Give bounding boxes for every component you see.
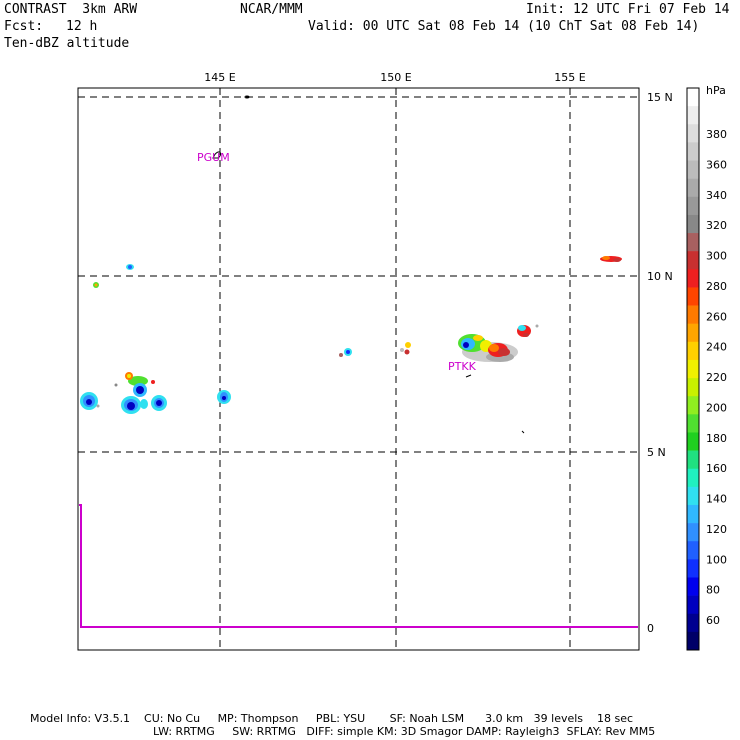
colorbar-swatch [687, 378, 699, 397]
colorbar [686, 87, 700, 651]
colorbar-swatch [687, 323, 699, 343]
colorbar-swatch [687, 160, 699, 179]
model-info-line2: LW: RRTMG SW: RRTMG DIFF: simple KM: 3D … [153, 725, 656, 738]
colorbar-swatch [687, 541, 699, 560]
colorbar-label: 320 [706, 219, 727, 232]
colorbar-swatch [687, 577, 699, 596]
echo-cell [121, 396, 141, 414]
echo-cell [151, 395, 167, 411]
echo-cell [339, 348, 352, 357]
colorbar-swatch [687, 214, 699, 234]
island-south [521, 430, 525, 434]
echo-cell [517, 324, 539, 337]
colorbar-swatch [687, 287, 699, 306]
model-title: CONTRAST 3km ARW [4, 2, 138, 17]
colorbar-swatch [687, 359, 699, 379]
init-time: Init: 12 UTC Fri 07 Feb 14 [526, 2, 730, 17]
echo-cell [400, 342, 411, 355]
echo-cells [80, 256, 622, 414]
guam-coast [212, 151, 222, 159]
colorbar-swatch [687, 486, 699, 506]
center-name: NCAR/MMM [240, 2, 303, 17]
colorbar-swatch [687, 631, 699, 651]
colorbar-swatch [687, 178, 699, 198]
forecast-label: Fcst: [4, 19, 44, 34]
colorbar-swatch [687, 305, 699, 324]
colorbar-swatch [687, 432, 699, 451]
colorbar-swatch [687, 559, 699, 578]
echo-cell [600, 256, 622, 262]
coastlines [212, 95, 525, 434]
station-pgum: PGUM [197, 151, 230, 164]
colorbar-label: 300 [706, 250, 727, 263]
colorbar-swatch [687, 124, 699, 143]
domain-boundary-line [79, 504, 638, 628]
lon-label-145: 145 E [204, 71, 235, 84]
lat-label-10: 10 N [647, 270, 673, 283]
model-info-line1: Model Info: V3.5.1 CU: No Cu MP: Thompso… [30, 712, 634, 725]
echo-cell [80, 392, 98, 410]
colorbar-swatch [687, 450, 699, 470]
colorbar-label: 280 [706, 280, 727, 293]
colorbar-label: 240 [706, 341, 727, 354]
echo-cell [96, 380, 155, 409]
colorbar-label: 60 [706, 614, 720, 627]
colorbar-swatch [687, 613, 699, 633]
colorbar-label: 180 [706, 432, 727, 445]
colorbar-swatch [687, 396, 699, 415]
graticule [78, 88, 639, 650]
valid-time: Valid: 00 UTC Sat 08 Feb 14 (10 ChT Sat … [308, 19, 700, 34]
plot-frame [77, 87, 640, 651]
echo-cell [217, 390, 231, 404]
colorbar-label: 340 [706, 189, 727, 202]
colorbar-swatch [687, 106, 699, 125]
lat-label-0: 0 [647, 622, 654, 635]
colorbar-swatch [687, 414, 699, 433]
echo-cell [93, 264, 134, 288]
lon-label-155: 155 E [554, 71, 585, 84]
colorbar-swatch [687, 233, 699, 252]
lon-label-150: 150 E [380, 71, 411, 84]
colorbar-swatch [687, 341, 699, 361]
colorbar-swatch [687, 88, 699, 107]
colorbar-label: 200 [706, 401, 727, 414]
station-ptkk: PTKK [448, 360, 477, 373]
colorbar-swatch [687, 269, 699, 288]
colorbar-swatch [687, 504, 699, 524]
chuuk-coast [465, 374, 472, 378]
colorbar-swatch [687, 251, 699, 270]
colorbar-label: 160 [706, 462, 727, 475]
island-north [244, 95, 250, 99]
field-name: Ten-dBZ altitude [4, 36, 130, 51]
lat-label-15: 15 N [647, 91, 673, 104]
forecast-hour: 12 h [66, 19, 98, 34]
colorbar-swatch [687, 468, 699, 488]
colorbar-label: 120 [706, 523, 727, 536]
colorbar-label: 80 [706, 584, 720, 597]
colorbar-labels: 380 360 340 320 300 280 260 240 220 200 180 160 140 1… [706, 128, 727, 627]
colorbar-frame [686, 87, 700, 651]
colorbar-label: 100 [706, 553, 727, 566]
colorbar-label: 140 [706, 493, 727, 506]
colorbar-swatch [687, 196, 699, 216]
colorbar-swatch [687, 595, 699, 615]
lat-label-5: 5 N [647, 446, 666, 459]
colorbar-label: 260 [706, 310, 727, 323]
echo-cell [458, 334, 518, 362]
colorbar-label: 220 [706, 371, 727, 384]
colorbar-swatch [687, 142, 699, 161]
colorbar-label: 360 [706, 158, 727, 171]
colorbar-unit: hPa [706, 84, 726, 97]
colorbar-swatch [687, 523, 699, 542]
echo-cell [125, 372, 148, 397]
colorbar-label: 380 [706, 128, 727, 141]
